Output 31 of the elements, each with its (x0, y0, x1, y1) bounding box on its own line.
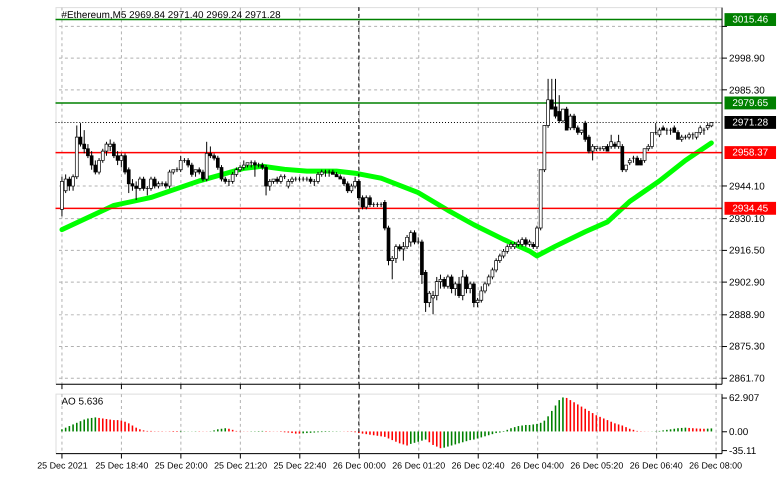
y-tick-label: -35.11 (728, 446, 757, 457)
y-tick-label: 2875.30 (728, 342, 766, 353)
y-tick-label: 2930.10 (728, 214, 766, 225)
x-tick-label: 26 Dec 01:20 (392, 460, 446, 470)
ref-line-label: 2979.65 (732, 98, 769, 109)
ref-line-label: 2958.37 (732, 148, 769, 159)
x-tick-label: 25 Dec 2021 (37, 460, 88, 470)
y-tick-label: 2985.30 (728, 85, 766, 96)
y-tick-label: 0.00 (728, 426, 749, 438)
chart-title: #Ethereum,M5 2969.84 2971.40 2969.24 2971.28 (61, 10, 282, 21)
x-tick-label: 25 Dec 18:40 (95, 460, 148, 470)
y-tick-label: 2861.70 (728, 373, 766, 384)
x-tick-label: 26 Dec 04:00 (510, 460, 564, 470)
x-tick-label: 25 Dec 22:40 (273, 460, 326, 470)
x-tick-label: 26 Dec 06:40 (630, 460, 683, 470)
x-tick-label: 26 Dec 02:40 (452, 460, 505, 470)
ref-line-label: 2971.28 (732, 117, 769, 128)
x-tick-label: 26 Dec 08:00 (689, 460, 742, 470)
y-tick-label: 2998.90 (728, 54, 766, 65)
ref-line-label: 2934.45 (732, 203, 769, 214)
chart-title: AO 5.636 (61, 396, 104, 408)
x-tick-label: 26 Dec 00:00 (332, 460, 386, 470)
y-tick-label: 2902.90 (728, 277, 766, 288)
y-tick-label: 62.907 (728, 392, 760, 404)
y-tick-label: 2916.50 (728, 246, 766, 257)
y-tick-label: 2944.10 (728, 181, 766, 192)
ref-line-label: 3015.46 (732, 14, 769, 26)
x-tick-label: 25 Dec 20:00 (154, 460, 208, 470)
y-tick-label: 2888.90 (728, 310, 766, 321)
x-tick-label: 26 Dec 05:20 (570, 460, 624, 470)
x-tick-label: 25 Dec 21:20 (214, 460, 268, 470)
